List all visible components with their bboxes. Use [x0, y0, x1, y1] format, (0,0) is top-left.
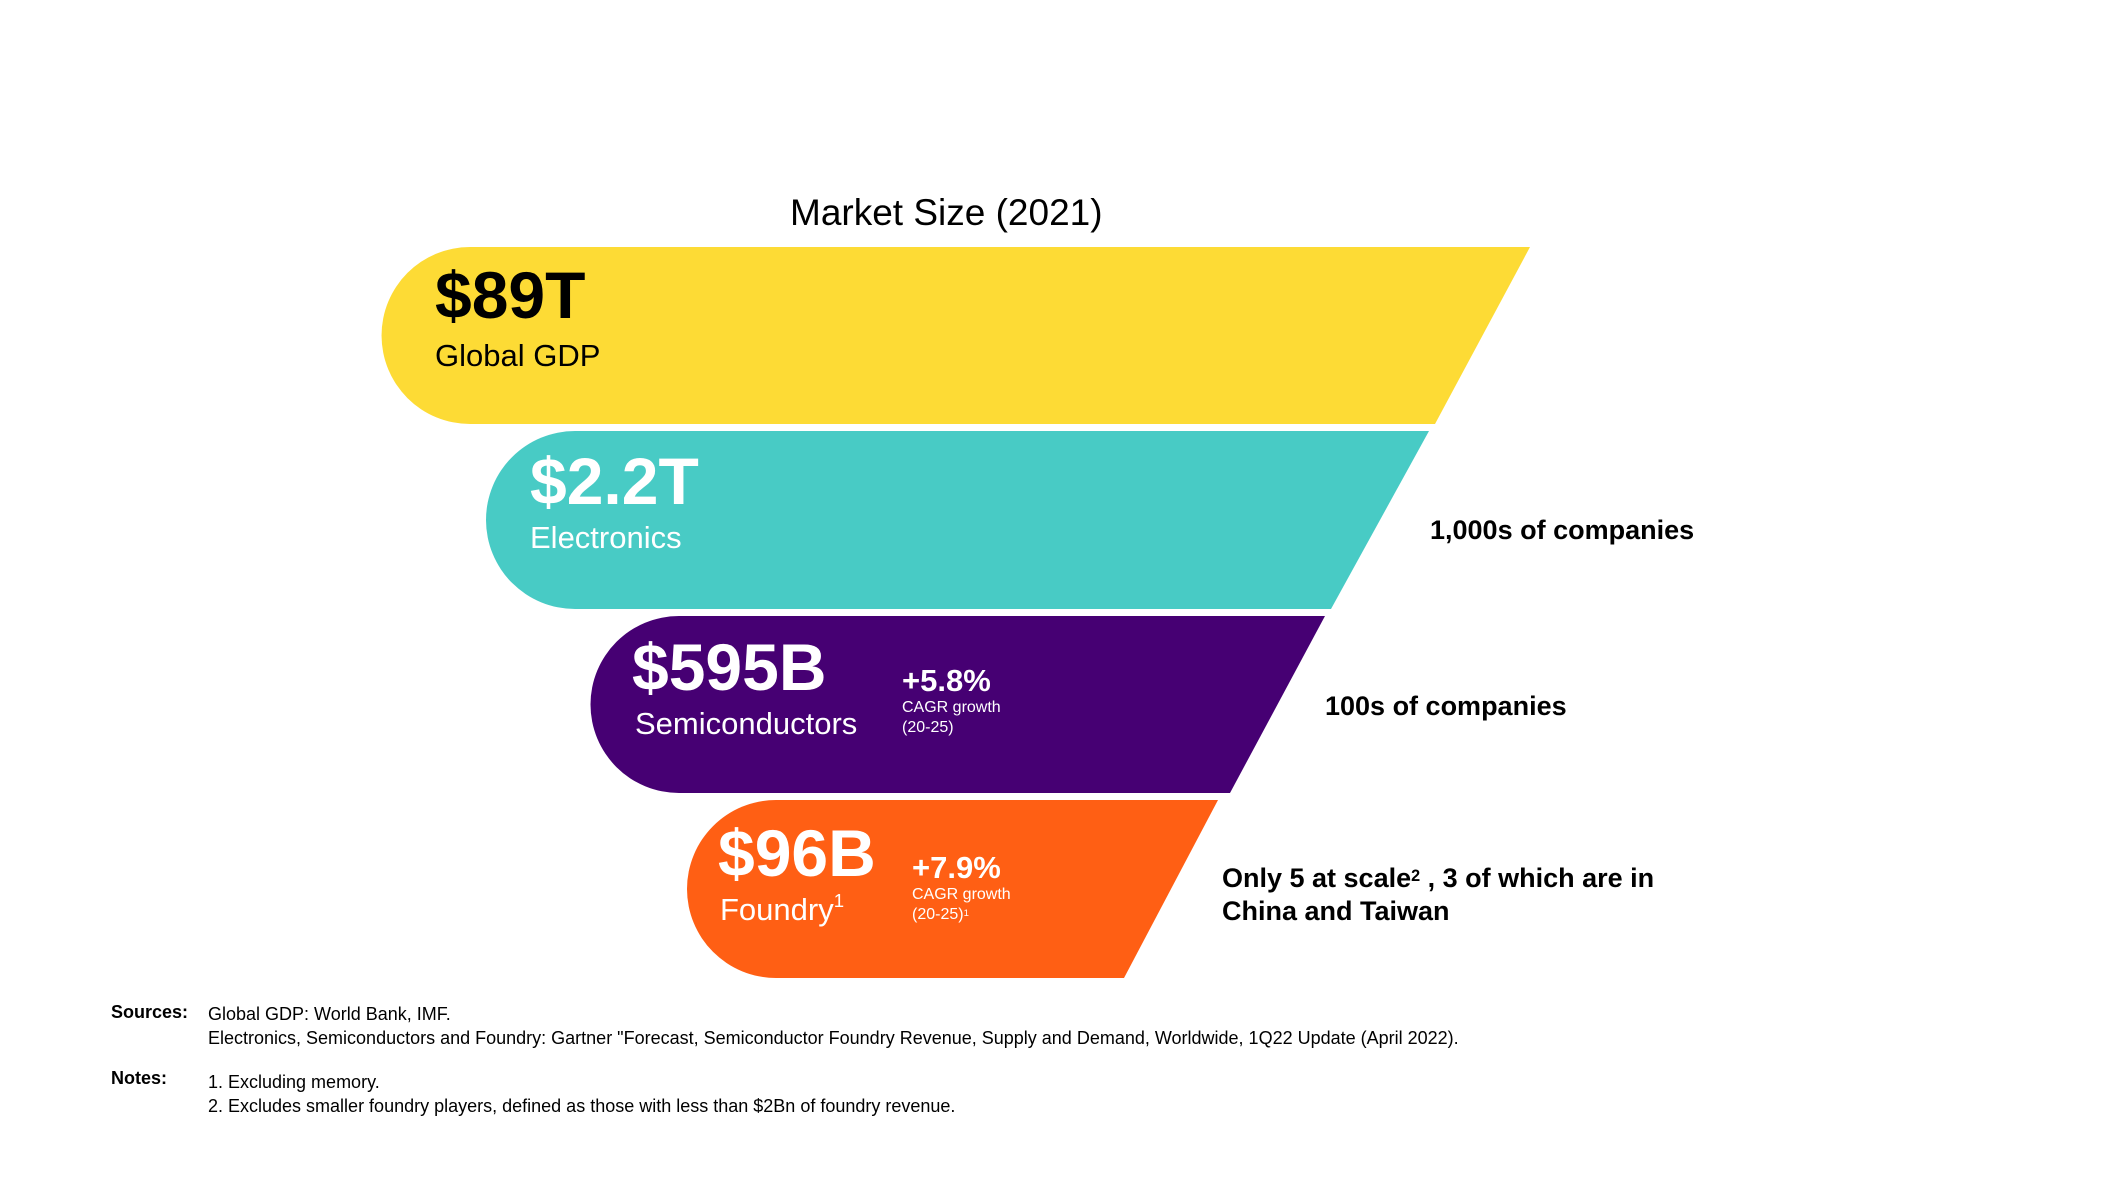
foundry-annotation-line1: Only 5 at scale2 , 3 of which are in [1222, 862, 1654, 895]
semiconductors-label: Semiconductors [635, 706, 858, 741]
source-line: Electronics, Semiconductors and Foundry:… [208, 1028, 1459, 1048]
foundry-growth-label: CAGR growth [912, 886, 1011, 903]
notes-list: 1. Excluding memory. 2. Excludes smaller… [208, 1070, 955, 1118]
foundry-annotation-text-b: , 3 of which are in [1420, 863, 1655, 893]
electronics-value: $2.2T [530, 444, 699, 518]
foundry-growth-note: 1 [963, 908, 969, 920]
funnel-tier-global-gdp [381, 247, 1530, 424]
foundry-annotation-text-a: Only 5 at scale [1222, 863, 1412, 893]
funnel-tier-electronics [486, 431, 1429, 609]
funnel-tier-semiconductors [590, 616, 1325, 793]
foundry-growth: +7.9% [912, 850, 1001, 885]
foundry-growth-period-wrap: (20-25)1 [912, 905, 969, 925]
foundry-label: Foundry [720, 892, 834, 927]
semiconductors-annotation: 100s of companies [1325, 691, 1567, 721]
semiconductors-value: $595B [632, 630, 827, 704]
notes-heading: Notes: [111, 1068, 168, 1088]
chart-title: Market Size (2021) [790, 192, 1103, 233]
gdp-value: $89T [435, 258, 586, 332]
note-line: 1. Excluding memory. [208, 1072, 380, 1092]
gdp-label: Global GDP [435, 338, 601, 373]
foundry-annotation-note: 2 [1411, 867, 1421, 886]
foundry-value: $96B [718, 816, 876, 890]
foundry-label-note: 1 [833, 890, 845, 912]
sources-list: Global GDP: World Bank, IMF. Electronics… [208, 1002, 1459, 1050]
sources-heading: Sources: [111, 1002, 189, 1022]
electronics-annotation: 1,000s of companies [1430, 515, 1695, 545]
semiconductors-growth-label: CAGR growth [902, 699, 1001, 716]
foundry-annotation: Only 5 at scale2 , 3 of which are in Chi… [1222, 862, 1654, 928]
funnel-tier-foundry [687, 800, 1218, 978]
electronics-label: Electronics [530, 520, 682, 555]
foundry-growth-period: (20-25) [912, 906, 964, 923]
note-line: 2. Excludes smaller foundry players, def… [208, 1096, 956, 1116]
foundry-annotation-line2: China and Taiwan [1222, 896, 1450, 926]
semiconductors-growth: +5.8% [902, 663, 991, 698]
semiconductors-growth-period: (20-25) [902, 719, 954, 736]
source-line: Global GDP: World Bank, IMF. [208, 1004, 451, 1024]
foundry-label-wrap: Foundry1 [720, 891, 844, 927]
